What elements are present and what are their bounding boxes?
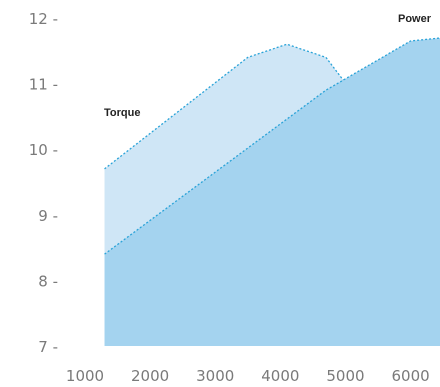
x-tick-label: 1000 xyxy=(66,367,104,385)
x-tick-label: 2000 xyxy=(131,367,169,385)
y-tick-label: 8 - xyxy=(38,272,58,290)
series-label-power: Power xyxy=(398,13,432,25)
x-tick-label: 6000 xyxy=(392,367,430,385)
y-axis: 7 - 8 - 9 - 10 - 11 - 12 - xyxy=(29,10,58,356)
area-power xyxy=(104,38,440,346)
y-tick-label: 7 - xyxy=(38,338,58,356)
x-tick-label: 5000 xyxy=(326,367,364,385)
x-tick-label: 3000 xyxy=(196,367,234,385)
y-tick-label: 11 - xyxy=(29,76,58,94)
y-tick-label: 10 - xyxy=(29,141,58,159)
x-tick-label: 4000 xyxy=(261,367,299,385)
x-axis: 1000 2000 3000 4000 5000 6000 xyxy=(66,367,430,385)
line-power xyxy=(104,37,440,255)
y-tick-label: 9 - xyxy=(38,207,58,225)
y-tick-label: 12 - xyxy=(29,10,58,28)
chart-areas xyxy=(104,37,440,346)
series-labels: Torque Power xyxy=(104,13,432,119)
series-label-torque: Torque xyxy=(104,107,140,119)
